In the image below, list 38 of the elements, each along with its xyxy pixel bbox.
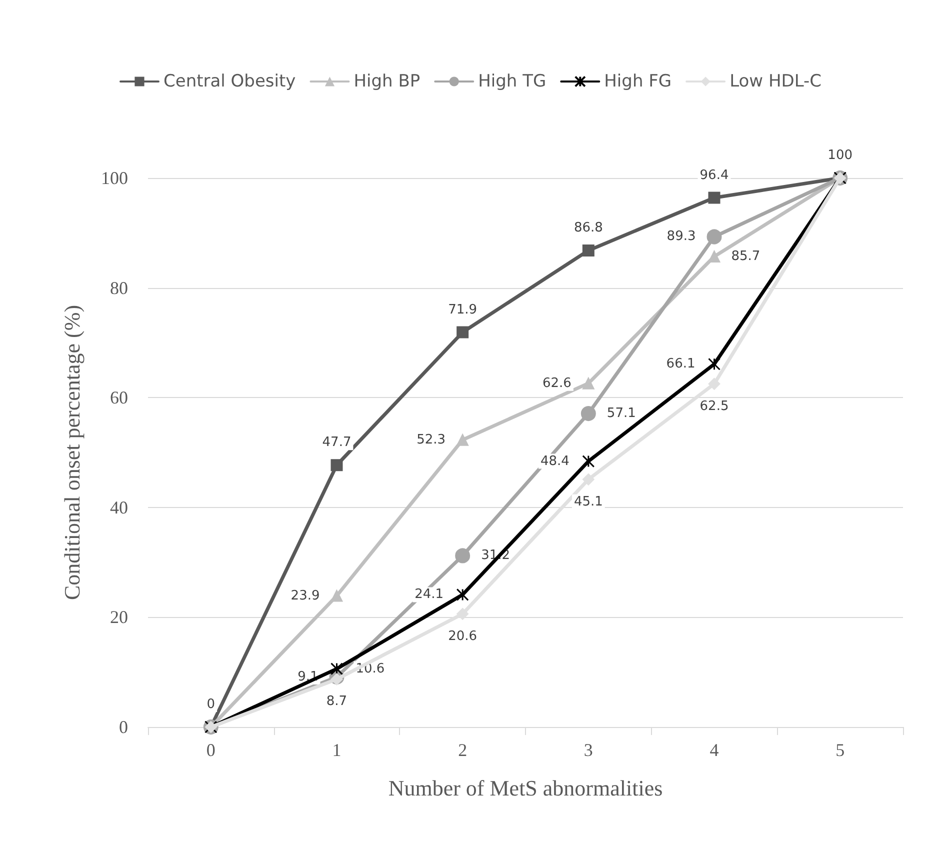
x-tick-label: 2 (458, 740, 468, 760)
legend-label: High BP (354, 72, 420, 92)
x-tick-label: 5 (836, 740, 845, 760)
data-label: 0 (206, 697, 216, 712)
data-label: 71.9 (448, 302, 478, 318)
data-label: 86.8 (574, 220, 603, 236)
y-tick-label: 40 (110, 497, 128, 518)
legend-label: High FG (604, 72, 672, 92)
data-label: 45.1 (574, 494, 603, 510)
data-label: 96.4 (700, 168, 729, 183)
y-tick-label: 100 (101, 168, 128, 188)
y-tick-label: 60 (110, 388, 128, 408)
y-axis-title: Conditional onset percentage (%) (60, 304, 84, 600)
data-label: 23.9 (290, 588, 320, 604)
data-label: 20.6 (448, 628, 478, 644)
data-label: 52.3 (416, 432, 446, 448)
data-label: 100 (828, 148, 852, 163)
legend-label: Low HDL-C (730, 72, 822, 92)
x-axis-title: Number of MetS abnormalities (388, 776, 663, 800)
x-tick-label: 1 (332, 740, 342, 760)
data-label: 24.1 (414, 587, 444, 602)
legend-label: High TG (478, 72, 546, 92)
x-tick-label: 3 (584, 740, 593, 760)
data-label: 62.5 (700, 398, 729, 414)
data-label: 62.6 (542, 376, 572, 391)
data-label: 57.1 (606, 406, 636, 422)
x-tick-label: 0 (206, 740, 216, 760)
legend-label: Central Obesity (163, 72, 296, 92)
data-label: 47.7 (322, 435, 352, 450)
y-tick-label: 20 (110, 607, 128, 628)
y-tick-label: 80 (110, 278, 128, 298)
data-label: 89.3 (666, 229, 696, 244)
x-tick-label: 4 (710, 740, 719, 760)
data-label: 48.4 (540, 454, 570, 469)
data-label: 8.7 (326, 694, 348, 710)
y-tick-label: 0 (119, 717, 128, 737)
data-label: 85.7 (731, 249, 760, 264)
data-label: 66.1 (666, 356, 696, 372)
